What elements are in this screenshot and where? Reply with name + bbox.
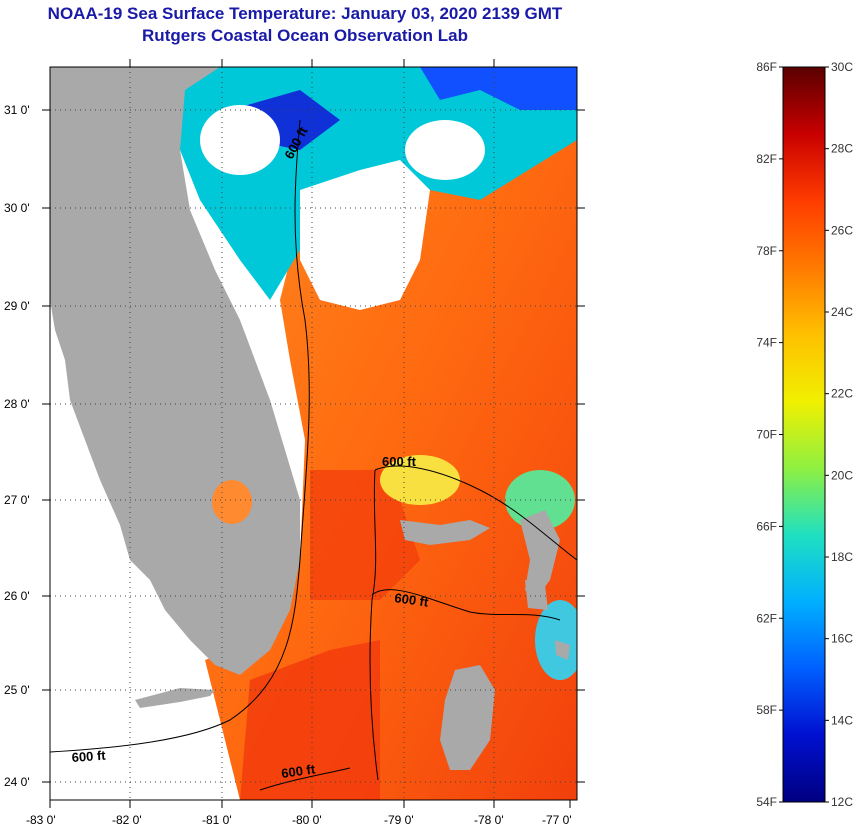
title-line-2: Rutgers Coastal Ocean Observation Lab bbox=[142, 26, 468, 45]
colorbar-fahrenheit-label: 86F bbox=[756, 60, 777, 74]
colorbar-celsius-label: 14C bbox=[831, 713, 853, 727]
isobath-600ft-line bbox=[369, 469, 379, 781]
lat-tick-label: 27 0' bbox=[4, 493, 30, 507]
contour-label: 600 ft bbox=[394, 590, 430, 610]
map-frame bbox=[49, 66, 578, 801]
bahamas-andros bbox=[440, 665, 495, 770]
colorbar-fahrenheit-label: 82F bbox=[756, 152, 777, 166]
lat-tick-label: 30 0' bbox=[4, 201, 30, 215]
contour-label: 600 ft bbox=[382, 454, 417, 469]
lon-tick-label: -80 0' bbox=[292, 813, 322, 827]
lat-tick-label: 31 0' bbox=[4, 103, 30, 117]
colorbar-celsius-label: 16C bbox=[831, 632, 853, 646]
lake-okeechobee bbox=[212, 480, 252, 524]
graticule bbox=[50, 67, 577, 800]
colorbar-celsius-label: 30C bbox=[831, 60, 853, 74]
colorbar-celsius-label: 22C bbox=[831, 387, 853, 401]
lon-tick-label: -83 0' bbox=[26, 813, 56, 827]
bahamas-grand-bahama bbox=[400, 520, 490, 545]
bahamas-islet bbox=[525, 580, 548, 610]
lon-tick-label: -78 0' bbox=[474, 813, 504, 827]
colorbar-fahrenheit-label: 62F bbox=[756, 611, 777, 625]
lon-tick-label: -82 0' bbox=[112, 813, 142, 827]
ocean-hot-area bbox=[240, 640, 380, 800]
cloud-patch bbox=[405, 120, 485, 180]
warm-feature bbox=[380, 455, 460, 505]
isobath-600ft-line bbox=[374, 465, 577, 561]
lon-tick-label: -79 0' bbox=[384, 813, 414, 827]
colorbar-celsius-label: 28C bbox=[831, 142, 853, 156]
ocean-hot-area bbox=[310, 470, 420, 600]
latitude-axis: 31 0' 30 0' 29 0' 28 0' 27 0' 26 0' 25 0… bbox=[4, 103, 585, 789]
colorbar-fahrenheit-label: 58F bbox=[756, 703, 777, 717]
colorbar-celsius-label: 18C bbox=[831, 550, 853, 564]
lon-tick-label: -81 0' bbox=[202, 813, 232, 827]
colorbar-fahrenheit-label: 74F bbox=[756, 336, 777, 350]
lat-tick-label: 28 0' bbox=[4, 397, 30, 411]
contour-label: 600 ft bbox=[280, 761, 316, 781]
lat-tick-label: 24 0' bbox=[4, 775, 30, 789]
colorbar-celsius-label: 20C bbox=[831, 468, 853, 482]
florida-keys bbox=[135, 688, 215, 708]
longitude-axis: -83 0' -82 0' -81 0' -80 0' -79 0' -78 0… bbox=[26, 59, 572, 827]
warm-feature bbox=[535, 600, 577, 680]
colorbar-celsius-label: 12C bbox=[831, 795, 853, 809]
cloud-patch bbox=[200, 105, 280, 175]
bahamas-abaco bbox=[520, 510, 560, 600]
colorbar-scale bbox=[782, 66, 826, 803]
cloud-patch bbox=[300, 160, 430, 310]
lat-tick-label: 25 0' bbox=[4, 683, 30, 697]
lon-tick-label: -77 0' bbox=[542, 813, 572, 827]
colorbar-celsius-label: 26C bbox=[831, 223, 853, 237]
colorbar-fahrenheit-label: 70F bbox=[756, 428, 777, 442]
colorbar-fahrenheit-label: 66F bbox=[756, 519, 777, 533]
colorbar-fahrenheit-label: 78F bbox=[756, 244, 777, 258]
lat-tick-label: 29 0' bbox=[4, 299, 30, 313]
map-plot: 600 ft 600 ft 600 ft 600 ft 600 ft bbox=[50, 67, 577, 800]
isobath-600ft-line bbox=[50, 119, 310, 753]
contour-label: 600 ft bbox=[71, 748, 107, 765]
lat-tick-label: 26 0' bbox=[4, 589, 30, 603]
isobath-600ft-line bbox=[259, 767, 351, 791]
bahamas-islet bbox=[555, 640, 570, 660]
colorbar: 86F 82F 78F 74F 70F 66F 62F 58F 54F 30C 28C 26C 24C… bbox=[756, 60, 853, 809]
title-line-1: NOAA-19 Sea Surface Temperature: January… bbox=[47, 4, 563, 23]
colorbar-fahrenheit-label: 54F bbox=[756, 795, 777, 809]
colorbar-celsius-label: 24C bbox=[831, 305, 853, 319]
isobath-600ft-line bbox=[371, 589, 561, 621]
ocean-cold-area bbox=[420, 67, 577, 110]
